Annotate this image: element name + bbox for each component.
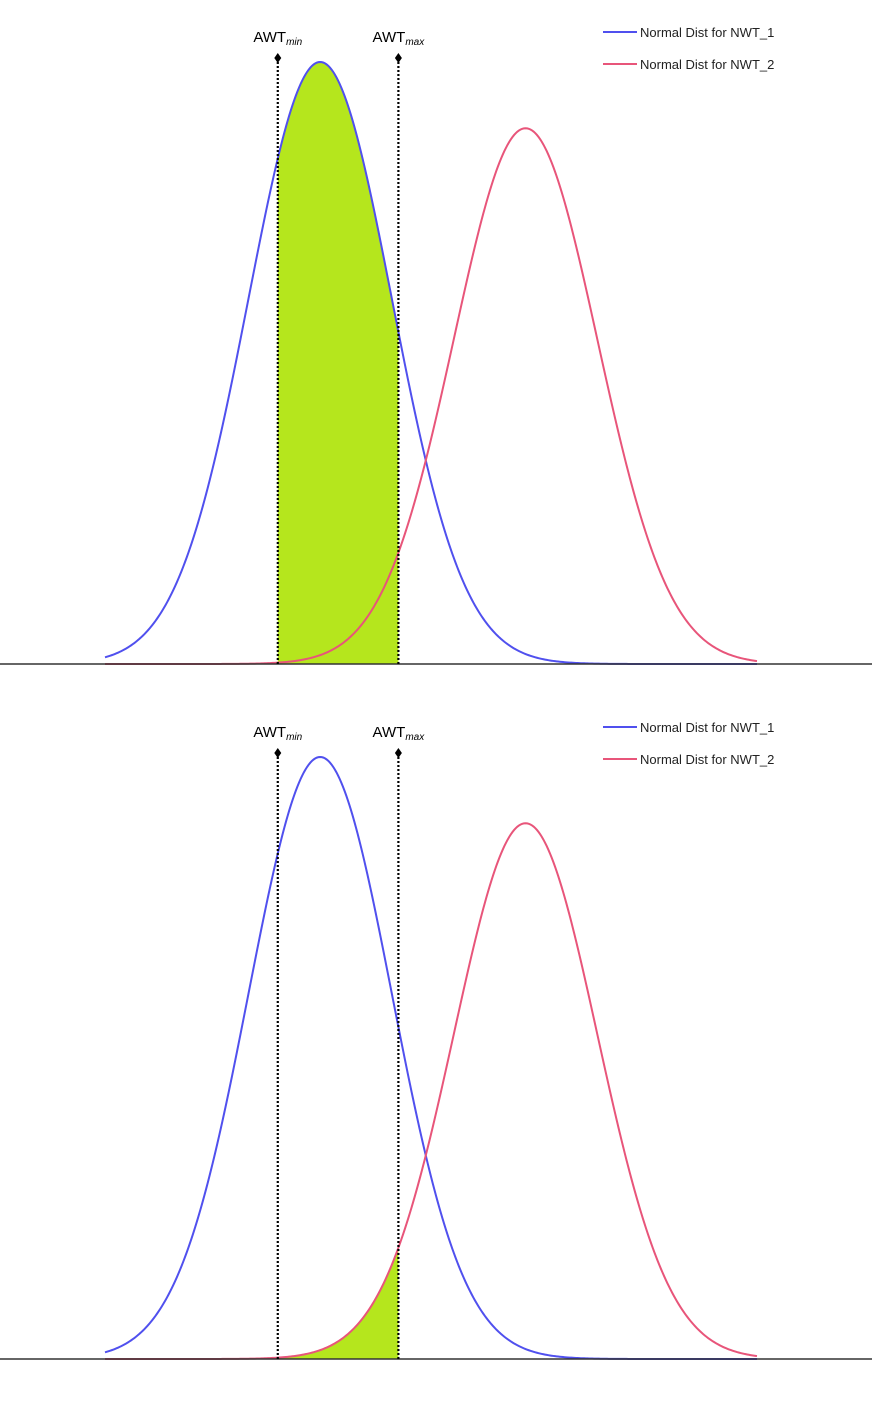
awt-label-main: AWT — [253, 29, 286, 46]
awt-min-label: AWTmin — [253, 29, 302, 48]
awt-label-subscript: min — [286, 37, 303, 48]
shaded-area — [277, 62, 399, 664]
awt-label-main: AWT — [373, 29, 406, 46]
awt-max-marker-head — [394, 748, 402, 758]
chart-panel-top: AWTmin AWTmax Normal Dist for NWT_1 Normal … — [0, 0, 879, 695]
series-line-nwt2 — [105, 127, 758, 665]
shaded-area — [277, 1247, 399, 1359]
awt-label-subscript: max — [405, 37, 425, 48]
awt-max-label: AWTmax — [373, 724, 426, 743]
awt-label-subscript: max — [405, 732, 425, 743]
series-line-nwt1 — [104, 755, 757, 1360]
series-line-nwt2 — [105, 822, 758, 1360]
awt-max-marker-head — [394, 53, 402, 63]
awt-min-label: AWTmin — [253, 724, 302, 743]
chart-panel-bottom: AWTmin AWTmax Normal Dist for NWT_1 Normal … — [0, 695, 879, 1390]
legend-label-nwt2: Normal Dist for NWT_2 — [640, 752, 774, 767]
awt-label-main: AWT — [373, 724, 406, 741]
series-line-nwt1 — [104, 60, 757, 665]
legend-label-nwt1: Normal Dist for NWT_1 — [640, 720, 774, 735]
legend-label-nwt2: Normal Dist for NWT_2 — [640, 57, 774, 72]
awt-max-label: AWTmax — [373, 29, 426, 48]
awt-label-main: AWT — [253, 724, 286, 741]
awt-min-marker-head — [274, 748, 282, 758]
awt-min-marker-head — [274, 53, 282, 63]
legend-label-nwt1: Normal Dist for NWT_1 — [640, 25, 774, 40]
awt-label-subscript: min — [286, 732, 303, 743]
